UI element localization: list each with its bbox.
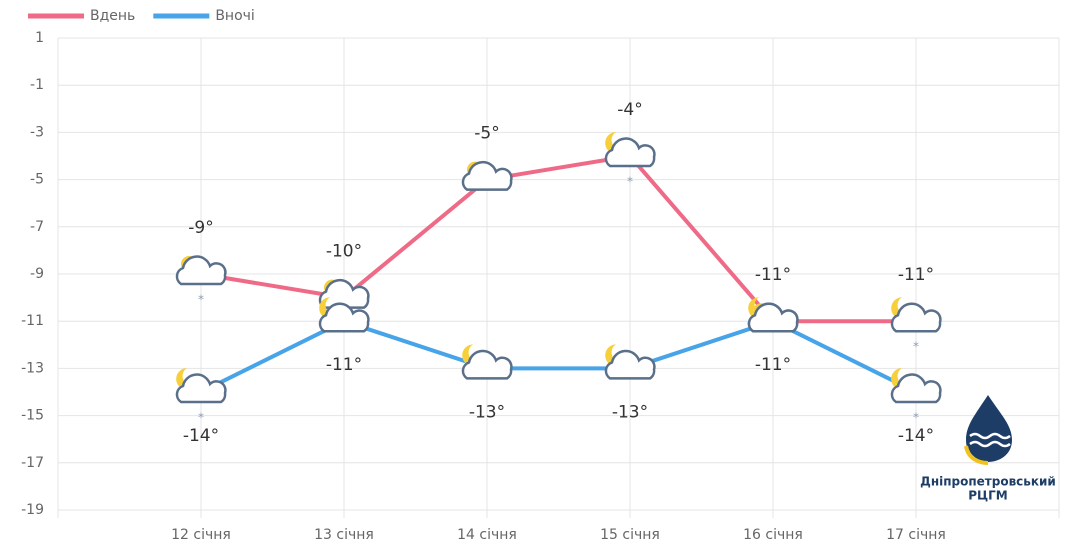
legend-label: Вдень [90,8,135,24]
y-tick-label: 1 [35,30,44,46]
x-tick-label: 15 січня [600,527,660,543]
weather-icon: * [604,132,656,189]
x-tick-label: 12 січня [171,527,231,543]
series-line [200,319,917,394]
y-tick-label: -3 [30,124,44,140]
weather-icon: * [175,368,227,425]
cloud [890,302,942,333]
y-tick-label: -19 [21,502,44,518]
y-tick-label: -11 [21,313,44,329]
cloud [175,255,227,286]
value-label: -11° [898,265,934,285]
value-label: -4° [617,100,642,120]
cloud [604,137,656,168]
y-tick-label: -9 [30,266,44,282]
cloud [461,160,513,191]
value-label: -11° [755,355,791,375]
snowflake: * [913,340,919,354]
logo: Дніпропетровський РЦГМ [920,395,1056,503]
cloud [318,302,370,333]
weather-icon [461,344,513,380]
cloud [604,349,656,380]
plot: 1 -1 -3 -5 -7 -9 -11 -13 -15 -17 -19 12 січня 13 січ… [21,8,1060,543]
snowflake: * [913,411,919,425]
cloud [747,302,799,333]
value-label: -11° [755,265,791,285]
cloud [461,349,513,380]
weather-icon [318,297,370,333]
snowflake: * [627,175,633,189]
legend-label: Вночі [215,8,254,24]
x-tick-label: 14 січня [457,527,517,543]
series-line [200,153,916,324]
cloud [318,278,370,309]
moon [891,368,912,390]
y-tick-label: -13 [21,360,44,376]
weather-icon [461,160,513,191]
y-tick-label: -5 [30,172,44,188]
weather-icon: * [890,297,942,354]
x-tick-label: 16 січня [743,527,803,543]
moon [319,297,340,320]
weather-icon [604,344,656,380]
moon [605,344,626,367]
weather-icon: * [175,255,227,307]
value-label: -14° [183,426,219,446]
y-tick-label: -17 [21,455,44,471]
moon [462,344,483,367]
y-tick-label: -7 [30,219,44,235]
weather-icon [747,297,799,333]
value-label: -10° [326,242,362,262]
logo-text: Дніпропетровський [920,475,1056,489]
moon [605,132,626,154]
value-label: -13° [612,402,648,422]
x-tick-label: 13 січня [314,527,374,543]
moon [891,297,912,320]
value-label: -13° [469,402,505,422]
moon [176,368,197,390]
weather-icon: * [890,368,942,425]
cloud [175,373,227,404]
value-label: -9° [188,218,213,238]
y-tick-label: -15 [21,408,44,424]
value-label: -5° [474,124,499,144]
x-tick-label: 17 січня [886,527,946,543]
snowflake: * [198,293,204,307]
y-tick-label: -1 [30,77,44,93]
logo-text: РЦГМ [968,489,1008,503]
weather-icon [318,278,370,309]
snowflake: * [198,411,204,425]
value-label: -14° [898,426,934,446]
moon [748,297,769,320]
value-label: -11° [326,355,362,375]
cloud [890,373,942,404]
